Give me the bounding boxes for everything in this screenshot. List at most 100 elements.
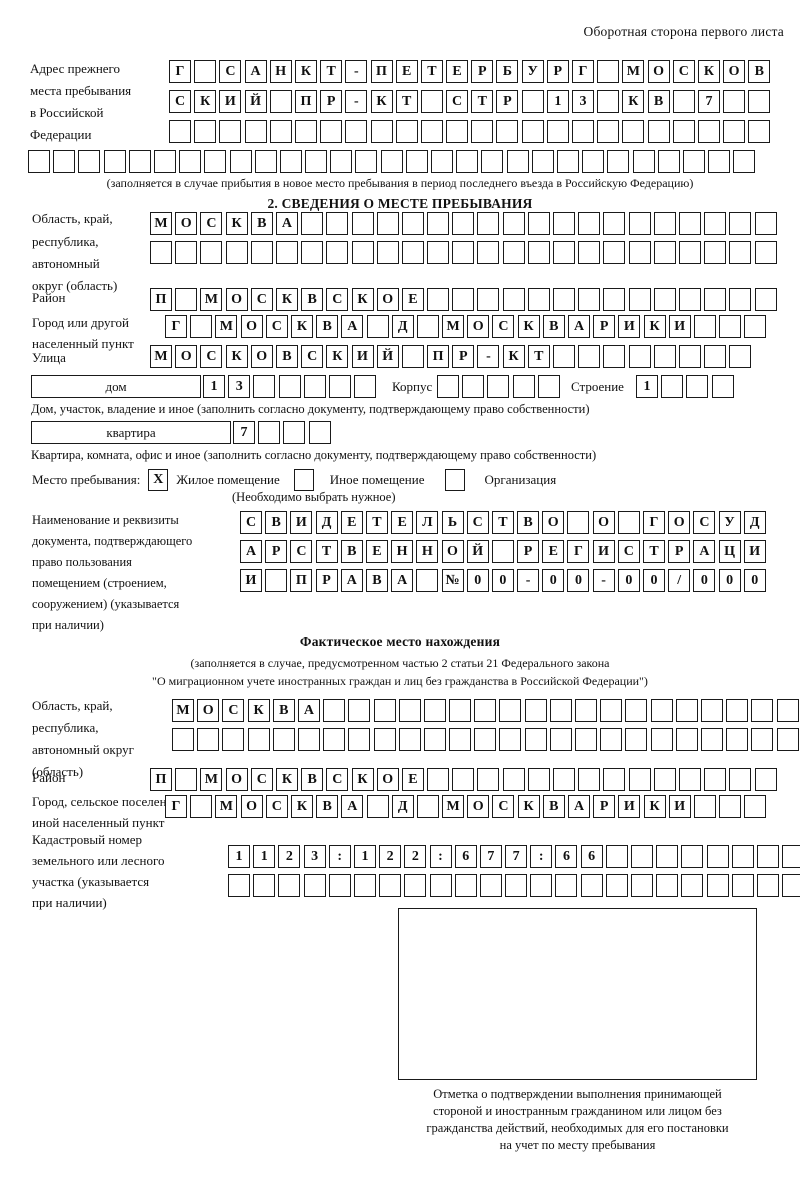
prev-address-r3-cell-3[interactable]: [219, 120, 242, 143]
doc-r2-cell-2[interactable]: Р: [265, 540, 288, 563]
s3-district-cell-1[interactable]: П: [150, 768, 172, 791]
prev-address-r4-cell-13[interactable]: [330, 150, 353, 173]
s3-region-r2-cell-23[interactable]: [726, 728, 749, 751]
stroenie-cell-1[interactable]: 1: [636, 375, 658, 398]
prev-address-r3-cell-20[interactable]: [647, 120, 670, 143]
doc-r1-cell-21[interactable]: Д: [743, 511, 766, 534]
s3-city-cell-5[interactable]: С: [265, 795, 288, 818]
prev-address-r2-cell-22[interactable]: 7: [697, 90, 720, 113]
s3-region-r2-cell-12[interactable]: [449, 728, 472, 751]
s3-region-r1-cell-3[interactable]: С: [222, 699, 245, 722]
cadastral-r2-cell-13[interactable]: [530, 874, 553, 897]
s3-region-r2-cell-2[interactable]: [197, 728, 220, 751]
s2-district-cell-2[interactable]: [175, 288, 198, 311]
s2-district-cell-17[interactable]: [553, 288, 575, 311]
house-cell-2[interactable]: 3: [228, 375, 251, 398]
doc-r2-cell-17[interactable]: Т: [643, 540, 665, 563]
s2-street-cell-16[interactable]: Т: [527, 345, 550, 368]
prev-address-r2-cell-11[interactable]: [420, 90, 443, 113]
s3-region-r1-cell-1[interactable]: М: [172, 699, 194, 722]
cadastral-r1-cell-22[interactable]: [756, 845, 779, 868]
prev-address-r4-cell-15[interactable]: [380, 150, 403, 173]
s2-street-cell-1[interactable]: М: [150, 345, 172, 368]
doc-r3-cell-3[interactable]: П: [290, 569, 313, 592]
prev-address-r1-cell-8[interactable]: -: [345, 60, 368, 83]
prev-address-r4-cell-23[interactable]: [582, 150, 605, 173]
s2-city-cell-13[interactable]: О: [467, 315, 490, 338]
s2-region-r1-cell-13[interactable]: [452, 212, 475, 235]
prev-address-r4-cell-29[interactable]: [733, 150, 756, 173]
flat-cell-2[interactable]: [258, 421, 281, 444]
prev-address-r3-cell-23[interactable]: [723, 120, 746, 143]
prev-address-r1-cell-13[interactable]: Р: [471, 60, 494, 83]
s2-region-r2-cell-6[interactable]: [275, 241, 298, 264]
prev-address-r3-cell-2[interactable]: [194, 120, 217, 143]
s3-region-r1-cell-14[interactable]: [499, 699, 522, 722]
cadastral-r1-cell-19[interactable]: [681, 845, 704, 868]
prev-address-r4-cell-1[interactable]: [28, 150, 50, 173]
s3-city-cell-10[interactable]: Д: [391, 795, 414, 818]
doc-r1-cell-11[interactable]: Т: [491, 511, 514, 534]
s3-region-r2-cell-14[interactable]: [499, 728, 522, 751]
doc-r2-cell-13[interactable]: Е: [542, 540, 565, 563]
s2-city-cell-18[interactable]: Р: [593, 315, 616, 338]
s2-region-r2-cell-19[interactable]: [603, 241, 626, 264]
s2-district-cell-25[interactable]: [754, 288, 777, 311]
s2-region-r1-cell-16[interactable]: [527, 212, 550, 235]
cadastral-r1-cell-10[interactable]: 6: [454, 845, 477, 868]
s2-street-cell-7[interactable]: С: [301, 345, 324, 368]
s3-region-r2-cell-15[interactable]: [524, 728, 547, 751]
doc-r3-cell-8[interactable]: [416, 569, 439, 592]
s3-region-r2-cell-24[interactable]: [751, 728, 774, 751]
s2-region-r1-cell-21[interactable]: [653, 212, 676, 235]
s3-region-r1-cell-22[interactable]: [700, 699, 723, 722]
s3-region-r2-cell-18[interactable]: [600, 728, 623, 751]
s3-district-cell-10[interactable]: О: [376, 768, 399, 791]
s3-city-cell-22[interactable]: [693, 795, 716, 818]
prev-address-r1-cell-7[interactable]: Т: [320, 60, 343, 83]
prev-address-r2-cell-8[interactable]: -: [345, 90, 368, 113]
doc-r1-cell-10[interactable]: С: [466, 511, 489, 534]
s2-street-cell-3[interactable]: С: [200, 345, 223, 368]
prev-address-r3-cell-8[interactable]: [345, 120, 368, 143]
doc-r1-cell-16[interactable]: [617, 511, 640, 534]
s2-street-cell-20[interactable]: [628, 345, 651, 368]
s3-city-cell-8[interactable]: А: [341, 795, 364, 818]
s2-district-cell-22[interactable]: [678, 288, 701, 311]
prev-address-r2-cell-10[interactable]: Т: [395, 90, 418, 113]
s2-region-r1-cell-14[interactable]: [477, 212, 500, 235]
s2-region-r2-cell-21[interactable]: [653, 241, 676, 264]
prev-address-r4-cell-7[interactable]: [179, 150, 202, 173]
s2-city-cell-17[interactable]: А: [568, 315, 590, 338]
s2-region-r2-cell-9[interactable]: [351, 241, 374, 264]
s2-city-cell-3[interactable]: М: [215, 315, 238, 338]
s2-region-r1-cell-15[interactable]: [502, 212, 525, 235]
s2-city-cell-14[interactable]: С: [492, 315, 515, 338]
prev-address-r4-cell-12[interactable]: [305, 150, 328, 173]
s3-region-r1-cell-19[interactable]: [625, 699, 648, 722]
s2-region-r1-cell-12[interactable]: [427, 212, 450, 235]
s3-region-r1-cell-15[interactable]: [524, 699, 547, 722]
s3-region-r1-cell-2[interactable]: О: [197, 699, 220, 722]
flat-cell-4[interactable]: [308, 421, 331, 444]
prev-address-r1-cell-4[interactable]: А: [244, 60, 267, 83]
doc-r2-cell-8[interactable]: Н: [416, 540, 439, 563]
cadastral-r2-cell-18[interactable]: [656, 874, 679, 897]
s3-city-cell-14[interactable]: С: [492, 795, 515, 818]
cadastral-r1-cell-2[interactable]: 1: [253, 845, 276, 868]
prev-address-r2-cell-24[interactable]: [748, 90, 771, 113]
s3-city-cell-9[interactable]: [366, 795, 389, 818]
s3-region-r2-cell-5[interactable]: [272, 728, 295, 751]
s3-district-cell-16[interactable]: [527, 768, 550, 791]
doc-r3-cell-19[interactable]: 0: [693, 569, 716, 592]
doc-r2-cell-16[interactable]: С: [617, 540, 640, 563]
prev-address-r1-cell-24[interactable]: В: [748, 60, 771, 83]
s3-region-r2-cell-16[interactable]: [549, 728, 572, 751]
s3-region-r2-cell-22[interactable]: [700, 728, 723, 751]
s3-district-cell-11[interactable]: Е: [401, 768, 424, 791]
prev-address-r4-cell-14[interactable]: [355, 150, 378, 173]
cadastral-r1-cell-7[interactable]: 2: [379, 845, 402, 868]
